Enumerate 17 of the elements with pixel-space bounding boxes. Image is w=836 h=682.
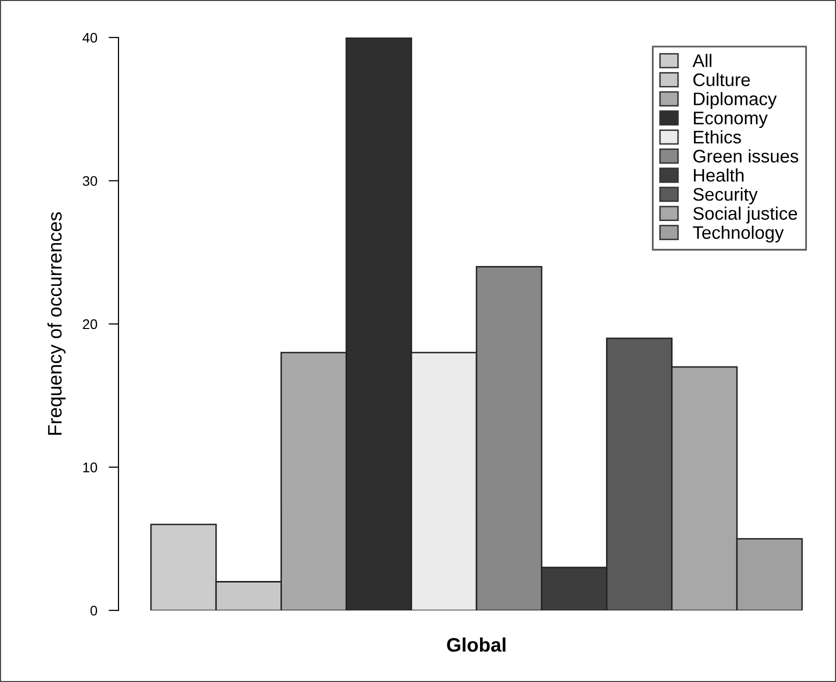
legend-label: Diplomacy [694,92,777,109]
legend-label: All [692,54,712,67]
legend-label: Economy [694,112,768,128]
legend-label: Security [693,188,758,204]
y-tick-label: 40 [82,32,98,43]
legend-label: Ethics [694,130,741,144]
legend-label: Green issues [693,149,798,163]
y-tick-label: 20 [82,319,98,330]
y-tick-label: 30 [82,176,98,186]
y-tick-label: 10 [83,462,98,472]
y-axis-title: Frequency of occurrences [47,212,66,435]
legend-label: Technology [692,226,784,243]
legend-label: Social justice [693,206,798,224]
legend-label: Culture [693,72,750,86]
legend-label: Health [694,168,744,182]
x-axis-title: Global [447,637,506,652]
y-tick-label: 0 [90,606,98,616]
